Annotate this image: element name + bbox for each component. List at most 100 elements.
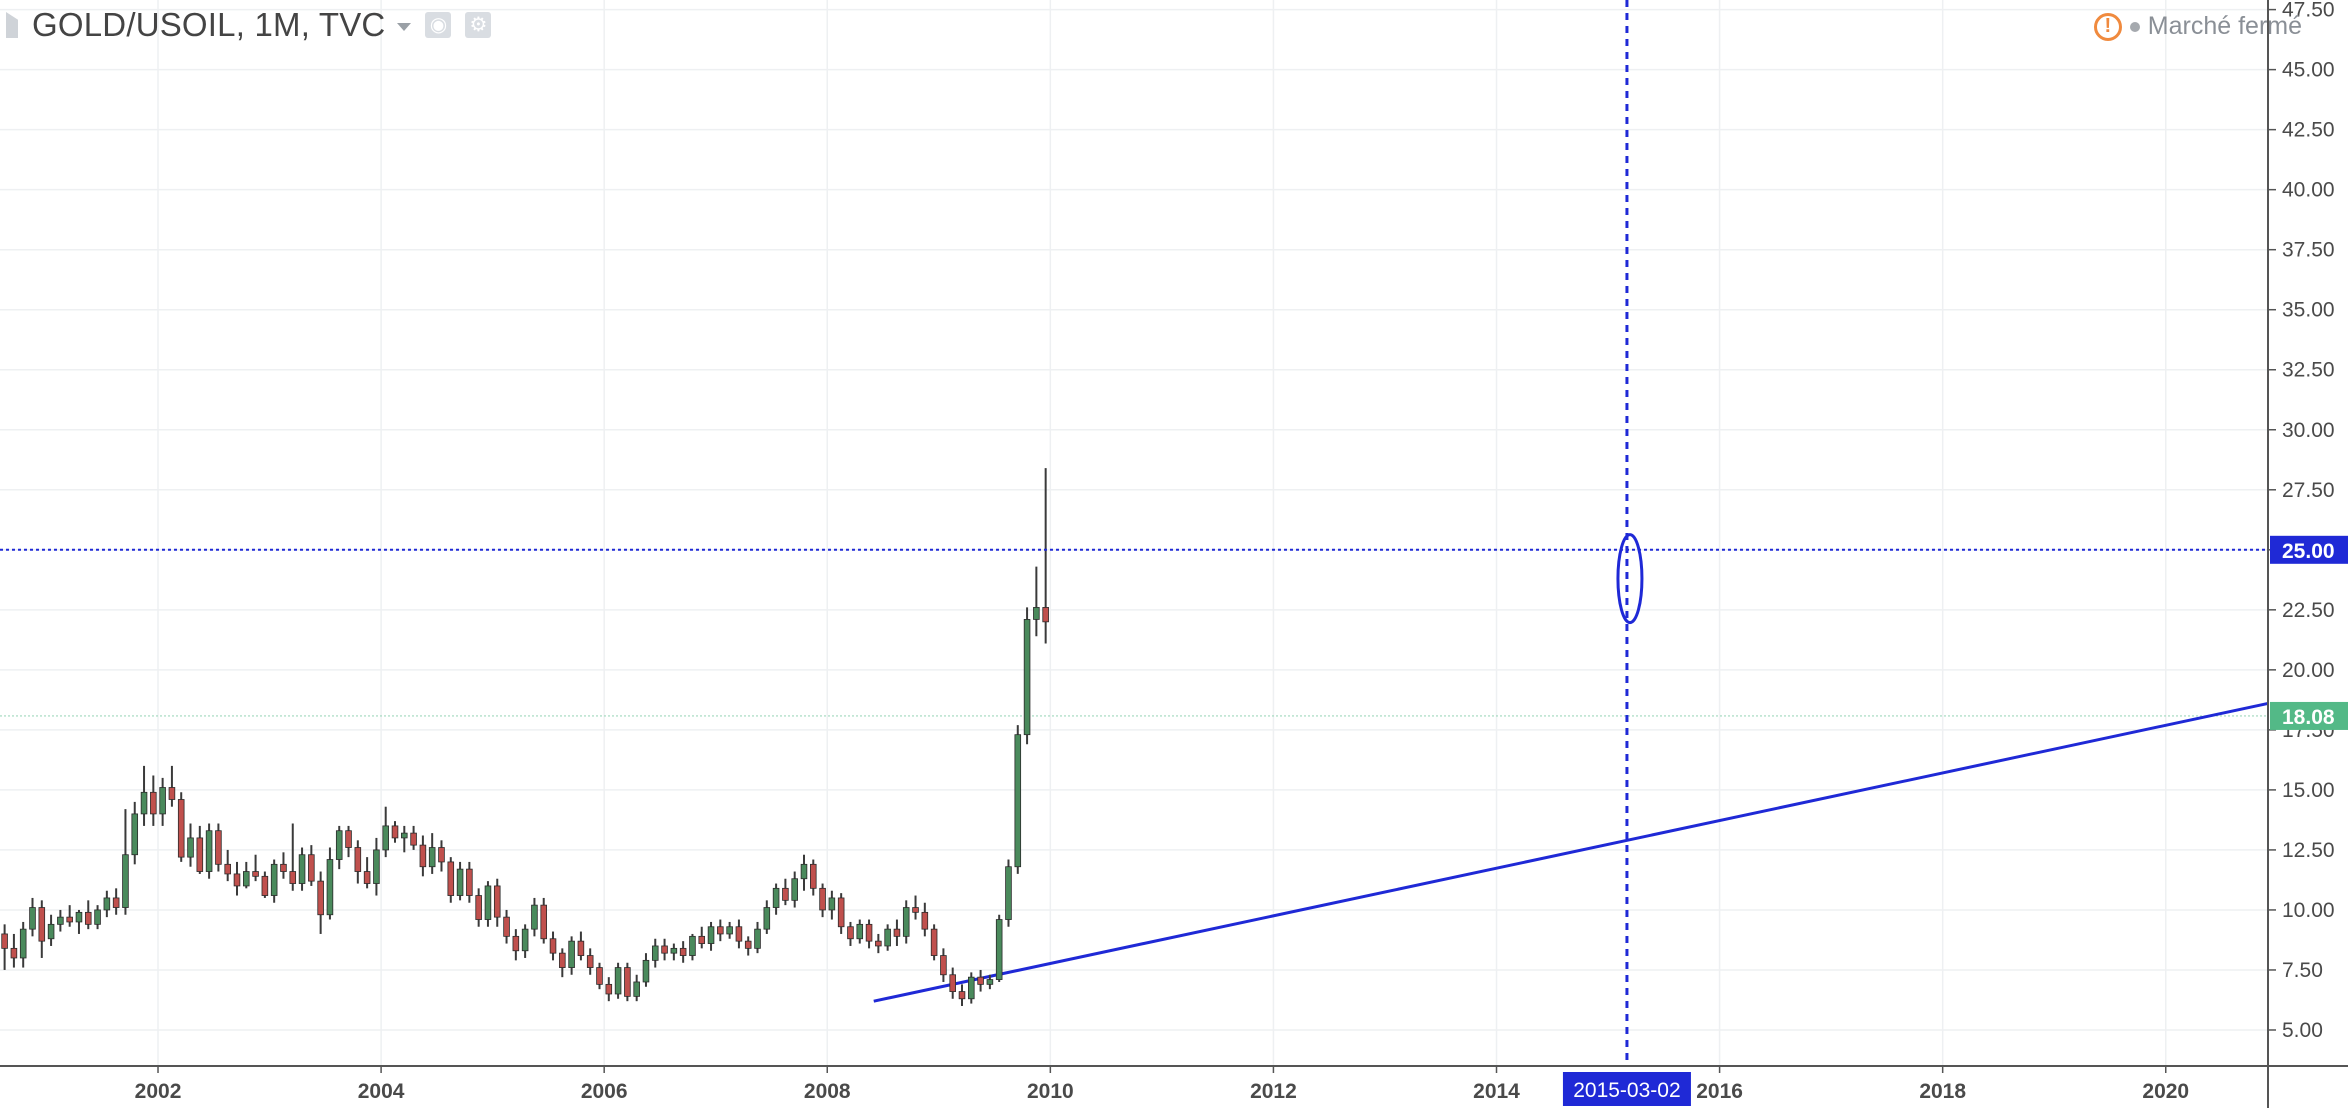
candle-body [633,981,640,997]
candle-body [921,911,929,930]
candle-body [401,832,408,839]
y-tick-label: 35.00 [2282,299,2335,322]
candle-body [252,871,259,877]
candle-body [754,928,761,949]
candle-body [428,847,436,868]
candle-body [29,907,36,930]
candle-body [363,871,371,884]
candle-body [995,919,1003,980]
candle-body [447,861,455,896]
x-tick-label: 2004 [358,1080,405,1103]
x-tick-label: 2002 [135,1080,182,1103]
candle-body [47,923,55,940]
y-tick-label: 32.50 [2282,359,2335,382]
candle-body [586,955,594,968]
trendline [873,701,2269,1003]
gear-icon[interactable]: ⚙ [465,12,492,38]
candle-body [782,887,789,901]
chart-legend: GOLD/USOIL, 1M, TVC ◉ ⚙ [6,4,492,46]
candle-body [865,923,873,942]
candle-body [884,928,891,947]
date-badge [1562,1072,1691,1106]
y-tick-label: 20.00 [2282,659,2335,682]
last-price-badge [2270,701,2348,730]
symbol-title[interactable]: GOLD/USOIL, 1M, TVC [32,6,386,43]
candle-body [215,830,222,865]
candle-body [19,928,27,959]
candle-body [577,940,585,956]
eye-icon[interactable]: ◉ [425,12,452,38]
candle-body [828,897,836,911]
candle-body [707,926,715,944]
candle-body [763,907,771,930]
candle-body [698,935,706,944]
warning-icon[interactable]: ! [2093,12,2122,41]
y-tick-label: 22.50 [2282,599,2335,622]
candle-body [317,880,324,916]
candle-body [159,787,166,815]
candle-body [373,849,380,884]
candle-body [10,947,18,959]
candle-body [912,907,919,913]
candle-body [1023,619,1031,736]
candle-body [456,868,464,896]
x-tick-label: 2020 [2142,1080,2189,1103]
candle-body [270,863,278,896]
price-axis[interactable]: 5.007.5010.0012.5015.0017.5020.0022.5025… [2267,0,2348,1108]
candle-body [484,885,492,920]
y-tick-label: 5.00 [2282,1019,2323,1042]
candle-body [902,907,910,937]
dropdown-caret-icon[interactable] [397,23,412,31]
candle-body [1,933,8,949]
y-tick-label: 30.00 [2282,419,2335,442]
chart-grid [0,0,2268,1066]
candle-body [977,976,984,985]
candle-body [187,837,194,858]
y-tick-label: 40.00 [2282,179,2335,202]
y-tick-label: 45.00 [2282,59,2335,82]
x-tick-label: 2010 [1027,1080,1074,1103]
candle-body [512,935,520,952]
candle-body [559,952,566,968]
candle-body [493,885,501,918]
y-tick-label: 42.50 [2282,119,2335,142]
x-tick-label: 2016 [1696,1080,1743,1103]
time-axis[interactable]: 2002 2004 2006 2008 2010 2012 2014 2016 2018 2020… [0,1065,2348,1106]
candle-body [103,897,111,911]
last-price-label: 18.08 [2282,706,2335,729]
candle-body [326,859,334,916]
candle-body [930,928,938,956]
candle-body [531,904,538,930]
y-tick-label: 27.50 [2282,479,2335,502]
candle-body [38,907,46,942]
candle-body [410,832,417,846]
candle-body [280,863,287,872]
candle-body [196,837,204,872]
candle-body [986,979,994,985]
market-status-label: Marché fermé [2147,12,2302,40]
candle-body [651,945,659,961]
candle-body [549,938,557,954]
candle-body [261,875,269,896]
candle-body [475,895,482,920]
symbol-flag-icon[interactable] [6,12,18,38]
candle-body [661,945,668,954]
candle-body [289,871,297,884]
level-price-badge [2270,535,2348,564]
candle-body [605,983,613,995]
drawing-layer [873,701,2269,1003]
market-status: ! Marché fermé [2093,12,2302,41]
candle-body [800,863,808,880]
candle-body [66,916,73,923]
candle-body [345,830,352,848]
candle-body [624,967,631,997]
x-tick-label: 2008 [804,1080,851,1103]
candle-body [968,976,975,1000]
candle-body [466,868,473,896]
candle-body [847,926,854,940]
candle-body [57,916,64,925]
candle-body [679,947,687,956]
candle-body [438,847,445,863]
candle-body [131,813,139,856]
